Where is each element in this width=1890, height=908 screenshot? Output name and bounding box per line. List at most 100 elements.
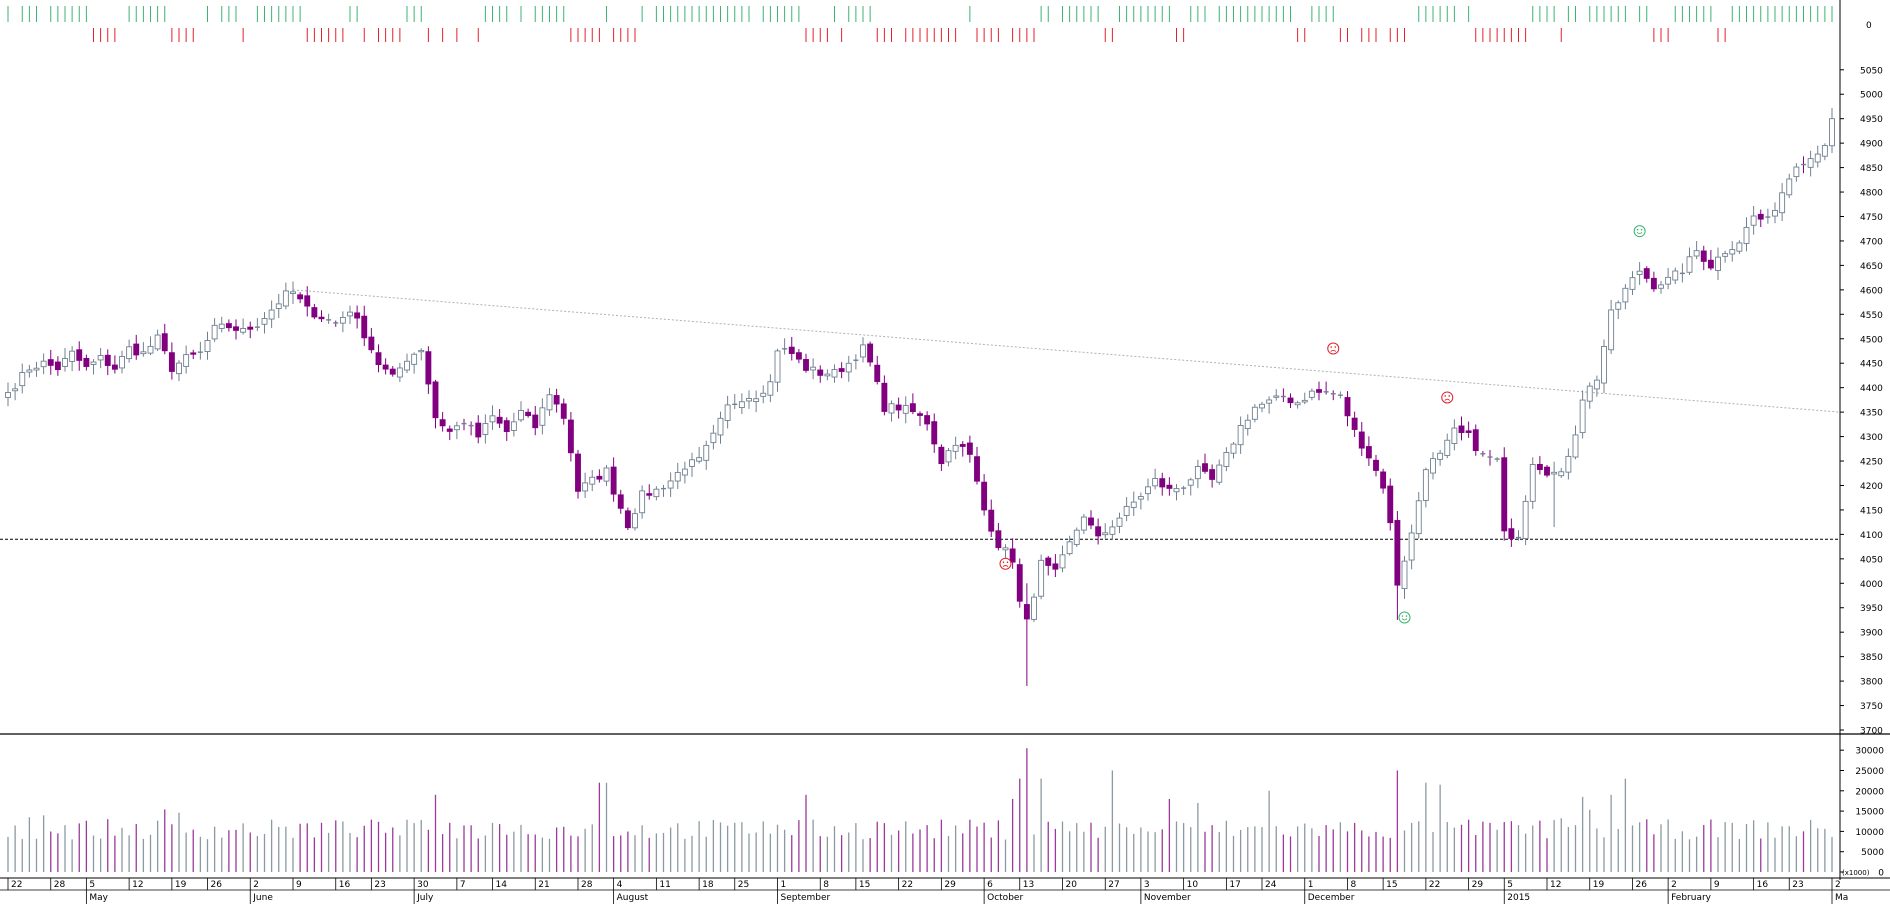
candle-body <box>261 318 268 325</box>
candle-body <box>888 403 895 414</box>
candle-body <box>632 513 638 529</box>
signal-eye <box>1006 561 1009 564</box>
signal-face <box>1633 225 1646 238</box>
candle-body <box>667 480 674 489</box>
price-tick-label: 3700 <box>1860 727 1883 737</box>
candle-body <box>33 367 40 371</box>
candle-body <box>917 413 923 416</box>
date-tick-label: 22 <box>11 880 22 890</box>
candle-body <box>1451 427 1458 444</box>
candle-body <box>233 326 239 331</box>
signal-eye <box>1448 395 1451 397</box>
candle-body <box>1166 484 1173 489</box>
candle-body <box>603 467 610 482</box>
candle-body <box>54 361 61 371</box>
candle-body <box>1472 429 1479 451</box>
candle-body <box>546 394 553 411</box>
candle-body <box>1437 452 1444 460</box>
candle-body <box>1031 596 1037 620</box>
price-tick-label: 4600 <box>1860 286 1883 296</box>
smile-signal-icon <box>1633 225 1646 238</box>
candle-body <box>909 403 916 412</box>
candle-body <box>339 316 346 324</box>
volume-unit-label: (x1000) <box>1842 869 1870 877</box>
candle-body <box>111 364 118 370</box>
month-label: November <box>1144 893 1191 903</box>
candle-body <box>1636 270 1643 275</box>
candle-body <box>489 415 496 423</box>
candle-body <box>1266 399 1273 404</box>
candle-body <box>817 369 824 376</box>
volume-tick-label: 10000 <box>1855 828 1884 838</box>
candle-body <box>382 364 389 370</box>
price-tick-label: 3850 <box>1860 653 1883 663</box>
date-tick-label: 20 <box>1066 880 1078 890</box>
candle-body <box>945 450 952 463</box>
date-tick-label: 23 <box>1792 880 1803 890</box>
price-tick-label: 4700 <box>1860 237 1883 247</box>
candle-body <box>1202 463 1208 472</box>
candle-body <box>931 421 938 445</box>
date-tick-label: 22 <box>902 880 913 890</box>
candle-body <box>1187 479 1194 486</box>
date-tick-label: 11 <box>659 880 670 890</box>
candle-body <box>1779 192 1786 214</box>
candle-body <box>1102 532 1109 536</box>
volume-tick-label: 25000 <box>1855 767 1884 777</box>
candle-body <box>995 530 1002 549</box>
candle-body <box>831 369 838 378</box>
date-tick-label: 14 <box>496 880 508 890</box>
price-tick-label: 4000 <box>1860 580 1883 590</box>
month-label: July <box>416 893 434 903</box>
candle-body <box>361 315 368 339</box>
signal-mouth <box>1002 565 1009 568</box>
candle-body <box>503 420 510 432</box>
candle-body <box>69 350 76 362</box>
candle-body <box>1501 457 1508 532</box>
signal-eye <box>1002 561 1005 564</box>
candle-body <box>1650 277 1657 290</box>
candle-body <box>1772 210 1778 217</box>
candle-body <box>567 419 574 454</box>
date-tick-label: 30 <box>417 880 429 890</box>
date-tick-label: 9 <box>296 880 302 890</box>
candle-body <box>966 442 973 455</box>
candle-body <box>1536 463 1543 471</box>
candle-body <box>974 456 980 482</box>
candle-body <box>539 407 546 426</box>
candle-body <box>275 303 282 309</box>
candle-body <box>418 349 425 353</box>
candle-body <box>1422 469 1429 501</box>
price-tick-label: 3900 <box>1860 629 1883 639</box>
volume-tick-label: 30000 <box>1855 747 1884 757</box>
candle-body <box>1380 471 1387 489</box>
candle-body <box>147 345 154 354</box>
signal-face <box>1441 391 1454 404</box>
candle-body <box>1444 439 1451 456</box>
candle-body <box>1544 466 1550 476</box>
candle-body <box>518 410 524 421</box>
candle-body <box>1622 287 1629 303</box>
sad-signal-icon <box>1327 342 1340 355</box>
price-tick-label: 4900 <box>1860 140 1883 150</box>
candle-body <box>938 446 945 465</box>
indicator-panel <box>7 6 1833 42</box>
candle-body <box>1593 379 1600 390</box>
candle-body <box>1080 516 1087 531</box>
candle-body <box>1586 385 1593 402</box>
date-tick-label: 2 <box>1671 880 1677 890</box>
candle-body <box>1743 226 1750 244</box>
candle-body <box>753 398 760 403</box>
candle-body <box>681 468 688 476</box>
candle-body <box>838 368 845 372</box>
date-tick-label: 6 <box>987 880 993 890</box>
volume-tick-label: 15000 <box>1855 808 1884 818</box>
candle-body <box>496 416 503 424</box>
candle-body <box>1715 256 1721 271</box>
month-label: December <box>1308 893 1355 903</box>
candle-body <box>1643 268 1650 279</box>
candle-body <box>1088 517 1094 526</box>
date-tick-label: 15 <box>859 880 870 890</box>
candle-body <box>347 311 353 317</box>
candle-body <box>1145 486 1151 495</box>
